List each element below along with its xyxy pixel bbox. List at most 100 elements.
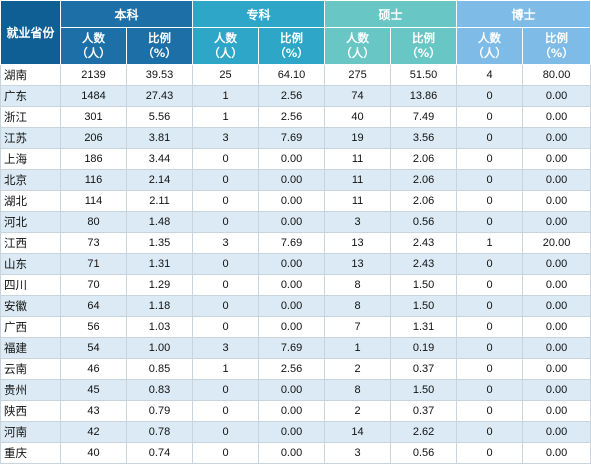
province-cell: 重庆 <box>0 442 61 464</box>
cell-master-count: 3 <box>324 211 392 233</box>
province-cell: 湖南 <box>0 64 61 86</box>
cell-doctor-count: 0 <box>456 106 524 128</box>
cell-undergrad-ratio: 1.18 <box>125 295 194 317</box>
cell-undergrad-count: 206 <box>60 127 127 149</box>
cell-undergrad-count: 301 <box>60 106 127 128</box>
cell-college-count: 0 <box>192 400 260 422</box>
cell-college-ratio: 0.00 <box>258 379 326 401</box>
cell-college-count: 0 <box>192 169 260 191</box>
sub-header-label: 比例 <box>412 31 436 45</box>
table-row: 湖南 2139 39.53 25 64.10 275 51.50 4 80.00 <box>0 64 591 86</box>
cell-undergrad-ratio: 5.56 <box>125 106 194 128</box>
sub-header-unit: （人） <box>76 46 111 60</box>
cell-doctor-ratio: 0.00 <box>522 421 591 443</box>
cell-master-count: 3 <box>324 442 392 464</box>
cell-undergrad-ratio: 0.79 <box>125 400 194 422</box>
sub-header-count: 人数 （人） <box>456 27 524 65</box>
cell-doctor-count: 4 <box>456 64 524 86</box>
cell-college-ratio: 0.00 <box>258 211 326 233</box>
cell-master-ratio: 2.43 <box>390 232 458 254</box>
cell-master-count: 74 <box>324 85 392 107</box>
cell-doctor-count: 1 <box>456 232 524 254</box>
cell-master-ratio: 2.06 <box>390 190 458 212</box>
cell-college-ratio: 2.56 <box>258 106 326 128</box>
cell-master-ratio: 1.50 <box>390 274 458 296</box>
cell-undergrad-count: 71 <box>60 253 127 275</box>
cell-doctor-ratio: 0.00 <box>522 148 591 170</box>
cell-doctor-ratio: 0.00 <box>522 295 591 317</box>
cell-undergrad-ratio: 1.31 <box>125 253 194 275</box>
cell-college-count: 0 <box>192 295 260 317</box>
province-column-header: 就业省份 <box>0 0 61 65</box>
group-header-master: 硕士 <box>324 0 458 28</box>
cell-doctor-ratio: 0.00 <box>522 106 591 128</box>
province-cell: 上海 <box>0 148 61 170</box>
cell-doctor-ratio: 0.00 <box>522 337 591 359</box>
table-row: 陕西 43 0.79 0 0.00 2 0.37 0 0.00 <box>0 400 591 422</box>
cell-master-count: 8 <box>324 274 392 296</box>
sub-header-ratio: 比例 （%） <box>390 27 458 65</box>
cell-doctor-ratio: 0.00 <box>522 442 591 464</box>
cell-college-count: 0 <box>192 253 260 275</box>
province-cell: 福建 <box>0 337 61 359</box>
cell-undergrad-ratio: 39.53 <box>125 64 194 86</box>
sub-header-count: 人数 （人） <box>192 27 260 65</box>
cell-master-count: 11 <box>324 190 392 212</box>
sub-header-unit: （%） <box>142 46 177 60</box>
sub-header-ratio: 比例 （%） <box>258 27 326 65</box>
cell-master-ratio: 1.50 <box>390 295 458 317</box>
cell-doctor-count: 0 <box>456 442 524 464</box>
province-cell: 四川 <box>0 274 61 296</box>
cell-college-count: 0 <box>192 211 260 233</box>
cell-doctor-count: 0 <box>456 337 524 359</box>
province-cell: 北京 <box>0 169 61 191</box>
cell-college-count: 1 <box>192 106 260 128</box>
cell-undergrad-count: 64 <box>60 295 127 317</box>
sub-header-label: 人数 <box>346 31 370 45</box>
table-row: 河北 80 1.48 0 0.00 3 0.56 0 0.00 <box>0 211 591 233</box>
cell-master-ratio: 1.50 <box>390 379 458 401</box>
cell-master-ratio: 2.62 <box>390 421 458 443</box>
province-cell: 广西 <box>0 316 61 338</box>
table-row: 广东 1484 27.43 1 2.56 74 13.86 0 0.00 <box>0 85 591 107</box>
cell-doctor-count: 0 <box>456 295 524 317</box>
cell-college-ratio: 0.00 <box>258 148 326 170</box>
table-row: 河南 42 0.78 0 0.00 14 2.62 0 0.00 <box>0 421 591 443</box>
cell-undergrad-ratio: 3.44 <box>125 148 194 170</box>
cell-master-count: 14 <box>324 421 392 443</box>
table-row: 湖北 114 2.11 0 0.00 11 2.06 0 0.00 <box>0 190 591 212</box>
province-cell: 浙江 <box>0 106 61 128</box>
cell-master-count: 13 <box>324 253 392 275</box>
cell-doctor-ratio: 80.00 <box>522 64 591 86</box>
group-header-doctorate: 博士 <box>456 0 591 28</box>
cell-undergrad-count: 114 <box>60 190 127 212</box>
cell-master-ratio: 2.06 <box>390 148 458 170</box>
cell-undergrad-ratio: 2.11 <box>125 190 194 212</box>
sub-header-label: 比例 <box>280 31 304 45</box>
cell-undergrad-count: 45 <box>60 379 127 401</box>
cell-college-ratio: 0.00 <box>258 169 326 191</box>
cell-master-ratio: 0.56 <box>390 442 458 464</box>
cell-master-ratio: 7.49 <box>390 106 458 128</box>
province-cell: 广东 <box>0 85 61 107</box>
cell-undergrad-count: 116 <box>60 169 127 191</box>
sub-header-count: 人数 （人） <box>324 27 392 65</box>
cell-college-ratio: 2.56 <box>258 85 326 107</box>
cell-college-count: 1 <box>192 85 260 107</box>
cell-college-ratio: 0.00 <box>258 316 326 338</box>
cell-undergrad-count: 80 <box>60 211 127 233</box>
table-row: 广西 56 1.03 0 0.00 7 1.31 0 0.00 <box>0 316 591 338</box>
cell-undergrad-count: 46 <box>60 358 127 380</box>
cell-doctor-ratio: 20.00 <box>522 232 591 254</box>
cell-master-count: 2 <box>324 400 392 422</box>
group-header-junior-college: 专科 <box>192 0 326 28</box>
sub-header-unit: （人） <box>472 46 507 60</box>
table-row: 江西 73 1.35 3 7.69 13 2.43 1 20.00 <box>0 232 591 254</box>
cell-college-count: 3 <box>192 337 260 359</box>
cell-college-ratio: 0.00 <box>258 442 326 464</box>
cell-undergrad-count: 70 <box>60 274 127 296</box>
cell-doctor-count: 0 <box>456 421 524 443</box>
cell-undergrad-count: 2139 <box>60 64 127 86</box>
cell-doctor-count: 0 <box>456 85 524 107</box>
